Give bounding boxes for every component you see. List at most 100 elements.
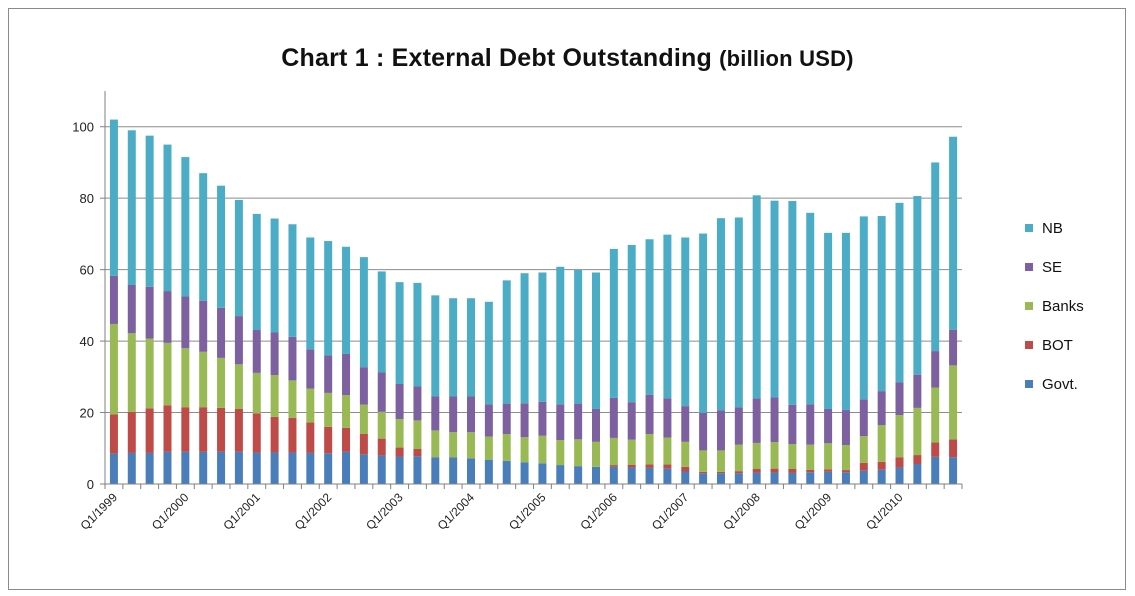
bar-segment-banks [270, 375, 279, 417]
bar-segment-nb [574, 269, 583, 404]
bar-segment-bot [145, 408, 154, 453]
bar-segment-banks [431, 430, 440, 458]
bar-segment-bot [645, 464, 654, 468]
bar-segment-govt [895, 467, 904, 484]
bar-segment-bot [127, 411, 136, 453]
x-tick-label: Q1/2002 [292, 490, 335, 533]
bar-segment-bot [824, 469, 833, 472]
bar-segment-banks [502, 433, 511, 461]
bar-segment-govt [949, 457, 958, 484]
bar-segment-govt [788, 472, 797, 484]
bar-segment-govt [699, 473, 708, 484]
bar-segment-govt [663, 468, 672, 484]
bar-segment-nb [467, 298, 476, 397]
bar-segment-banks [574, 439, 583, 467]
bar-segment-govt [502, 460, 511, 484]
y-tick-label: 60 [80, 263, 94, 278]
bar-segment-govt [824, 471, 833, 484]
bar-segment-banks [252, 372, 261, 414]
bar-segment-se [449, 396, 458, 433]
bar-segment-banks [627, 439, 636, 465]
bar-segment-se [270, 332, 279, 376]
bar-segment-nb [627, 244, 636, 403]
x-tick-label: Q1/2005 [506, 490, 549, 533]
legend-swatch [1025, 341, 1033, 349]
legend-swatch [1025, 380, 1033, 388]
bar-segment-se [699, 412, 708, 451]
bar-segment-se [484, 404, 493, 437]
axes [104, 91, 962, 485]
bar-segment-nb [752, 195, 761, 399]
bar-segment-se [377, 372, 386, 412]
bar-segment-govt [484, 459, 493, 484]
bar-segment-se [109, 275, 118, 324]
bar-segment-bot [413, 448, 422, 457]
legend-label: BOT [1042, 337, 1073, 354]
bar-segment-banks [324, 392, 333, 427]
bar-segment-govt [342, 451, 351, 484]
bar-segment-bot [377, 438, 386, 456]
bar-segment-govt [359, 454, 368, 484]
bar-segment-banks [859, 436, 868, 463]
legend-label: SE [1042, 259, 1062, 276]
bar-segment-bot [199, 407, 208, 452]
bar-segment-banks [181, 348, 190, 408]
legend: NB SE Banks BOT Govt. [1025, 220, 1084, 393]
bar-segment-govt [234, 451, 243, 484]
bar-segment-nb [734, 217, 743, 408]
bar-segment-govt [181, 451, 190, 484]
bar-segment-se [591, 408, 600, 442]
bar-segment-banks [931, 387, 940, 443]
x-tick-label: Q1/2001 [220, 490, 263, 533]
bar-segment-banks [770, 442, 779, 469]
bar-segment-govt [645, 467, 654, 484]
bar-segment-se [627, 402, 636, 440]
bar-segment-se [502, 403, 511, 434]
bar-segment-nb [895, 202, 904, 383]
bar-segment-banks [342, 395, 351, 428]
bar-segment-nb [520, 273, 529, 404]
bar-segment-bot [949, 439, 958, 458]
bar-segment-se [895, 382, 904, 416]
bar-segment-se [467, 396, 476, 433]
bar-segment-nb [913, 196, 922, 375]
legend-label: NB [1042, 220, 1063, 237]
bar-segment-nb [824, 232, 833, 409]
bar-segment-govt [377, 455, 386, 484]
bar-segment-govt [145, 452, 154, 484]
bar-segment-se [306, 349, 315, 389]
bar-segment-nb [609, 248, 618, 398]
bar-segment-nb [270, 218, 279, 333]
bar-segment-bot [270, 416, 279, 453]
bar-segment-govt [199, 451, 208, 484]
bar-segment-se [127, 284, 136, 334]
bar-segment-bot [217, 407, 226, 452]
bar-segment-nb [663, 234, 672, 399]
bar-segment-se [163, 291, 172, 343]
bar-segment-bot [752, 468, 761, 473]
bar-segment-banks [806, 444, 815, 470]
bar-segment-bot [359, 433, 368, 455]
bar-segment-bot [342, 427, 351, 452]
bar-segment-govt [752, 472, 761, 484]
bar-segment-govt [859, 470, 868, 484]
bar-segment-bot [699, 471, 708, 474]
bar-segment-nb [538, 272, 547, 402]
bar-segment-banks [163, 342, 172, 406]
bar-segment-banks [109, 323, 118, 415]
bar-segment-se [538, 401, 547, 436]
bar-segment-se [734, 407, 743, 445]
bar-segment-banks [591, 441, 600, 467]
bar-segment-bot [181, 407, 190, 452]
legend-label: Banks [1042, 298, 1084, 315]
bar-segment-govt [716, 473, 725, 484]
bar-segment-banks [681, 441, 690, 467]
y-tick-label: 80 [80, 191, 94, 206]
bar-segment-govt [609, 466, 618, 484]
bar-segment-govt [734, 473, 743, 484]
bar-segment-govt [931, 456, 940, 484]
bars [109, 119, 958, 484]
bar-segment-nb [681, 237, 690, 407]
bar-segment-bot [324, 426, 333, 454]
bar-segment-govt [591, 466, 600, 484]
